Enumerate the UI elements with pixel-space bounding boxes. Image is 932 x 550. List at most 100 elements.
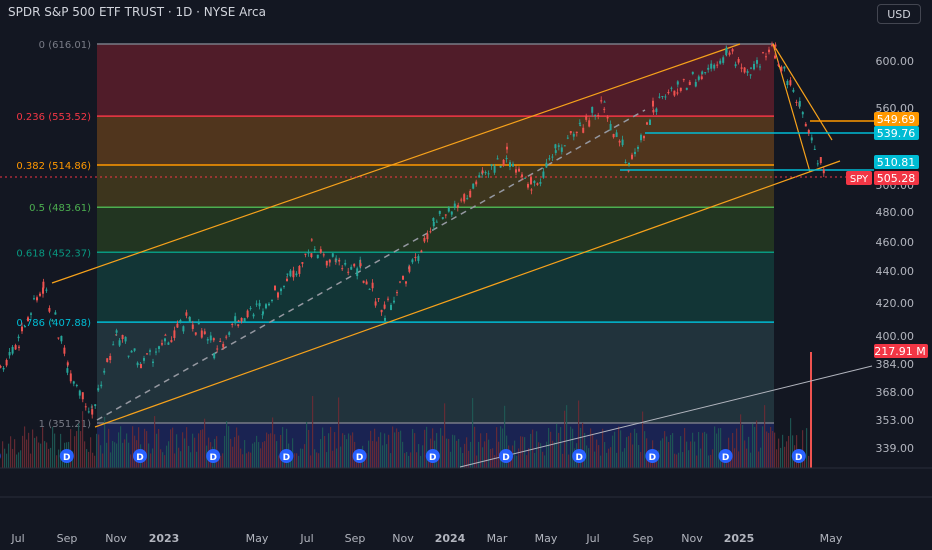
volume-bar [764,405,766,468]
candle-body [103,370,106,373]
volume-bar [14,439,16,468]
price-badge-text: 539.76 [877,127,916,140]
candle-body [310,239,313,241]
volume-bar [750,452,752,468]
volume-bar [528,448,530,468]
volume-bar [450,451,452,468]
volume-bar [592,433,594,468]
volume-bar [692,432,694,468]
candle-body [295,273,298,276]
candle-body [66,362,69,366]
volume-bar [730,455,732,468]
candle-body [106,358,109,362]
volume-bar [232,446,234,468]
volume-bar [768,432,770,468]
volume-bar [170,429,172,468]
candle-body [228,332,231,335]
volume-bar [38,442,40,468]
volume-bar [166,445,168,468]
volume-bar [344,434,346,468]
candle-body [628,162,630,165]
currency-button[interactable]: USD [877,4,921,24]
volume-bar [192,433,194,468]
candle-body [743,67,746,73]
candle-body [179,320,182,323]
candle-body [97,388,100,391]
candle-body [164,334,167,336]
volume-bar [540,443,542,468]
candle-body [319,249,322,253]
candle-body [432,218,435,222]
volume-bar [268,434,270,468]
volume-bar [384,433,386,468]
volume-bar [670,434,672,468]
dividend-marker-icon [59,449,74,463]
volume-bar [622,451,624,468]
candle-body [149,350,151,352]
volume-bar [624,448,626,468]
volume-bar [146,431,148,468]
candle-body [411,259,414,263]
time-axis-tick: Sep [345,532,366,545]
volume-bar [228,426,230,468]
candle-body [603,101,606,103]
price-badge-text: 549.69 [877,113,916,126]
volume-bar [190,452,192,468]
volume-bar [660,440,662,468]
candle-body [554,144,557,149]
candle-body [133,348,136,351]
candle-body [746,71,749,73]
volume-bar [152,448,154,468]
volume-bar [710,454,712,468]
volume-bar [98,434,100,468]
volume-bar [604,442,606,468]
volume-bar [36,436,38,468]
overlays: DDDDDDDDDDDD [0,449,806,463]
volume-bar [492,448,494,468]
candle-body [762,52,764,54]
candle-body [286,278,288,282]
volume-bar [668,441,670,468]
volume-bar [480,433,482,468]
volume-bar [640,451,642,468]
candle-body [591,106,594,113]
volume-bar [662,438,664,468]
candle-body [249,307,252,309]
volume-bar [460,447,462,468]
volume-bar [704,431,706,468]
candle-body [246,310,249,318]
price-axis-tick: 339.00 [876,442,915,455]
candle-body [652,109,655,113]
candle-body [78,390,81,396]
candle-body [252,314,255,317]
volume-bar [298,455,300,468]
candle-body [600,100,603,102]
dividend-marker-icon [718,449,733,463]
price-axis-tick: 460.00 [876,236,915,249]
volume-bar [230,438,232,468]
candle-body [173,330,176,338]
price-badge-text: 510.81 [877,156,916,169]
volume-bar [124,439,126,468]
price-axis-tick: 384.00 [876,358,915,371]
price-axis-tick: 420.00 [876,297,915,310]
volume-bar [390,453,392,468]
volume-bar [744,440,746,468]
candle-body [164,338,166,342]
volume-bar [452,434,454,468]
candle-body [362,280,365,283]
volume-bar [714,426,716,468]
candle-body [707,67,710,70]
volume-bar [144,428,146,468]
volume-bar [20,450,22,468]
volume-bar [342,433,344,468]
volume-bar [392,426,394,468]
volume-bar [102,453,104,468]
candle-body [798,100,801,107]
volume-bar [514,440,516,468]
volume-bar [182,432,184,468]
candles [0,41,825,419]
volume-bar [536,431,538,468]
candle-body [347,271,350,273]
